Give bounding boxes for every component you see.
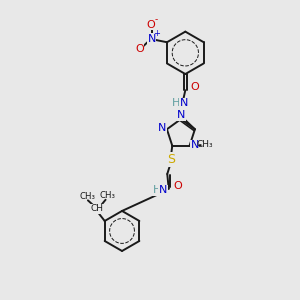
Text: CH₃: CH₃ <box>80 192 96 201</box>
Text: O: O <box>147 20 155 30</box>
Text: +: + <box>153 29 160 38</box>
Text: O: O <box>135 44 144 54</box>
Text: CH: CH <box>91 204 104 213</box>
Text: O: O <box>174 181 182 191</box>
Text: CH₃: CH₃ <box>99 191 115 200</box>
Text: S: S <box>167 153 175 166</box>
Text: H: H <box>172 98 180 109</box>
Text: N: N <box>190 140 199 150</box>
Text: -: - <box>155 15 158 24</box>
Text: N: N <box>159 185 167 195</box>
Text: O: O <box>190 82 199 92</box>
Text: N: N <box>177 110 185 120</box>
Text: H: H <box>153 185 161 195</box>
Text: N: N <box>148 34 156 44</box>
Text: CH₃: CH₃ <box>196 140 213 149</box>
Text: N: N <box>158 123 167 133</box>
Text: N: N <box>180 98 188 109</box>
